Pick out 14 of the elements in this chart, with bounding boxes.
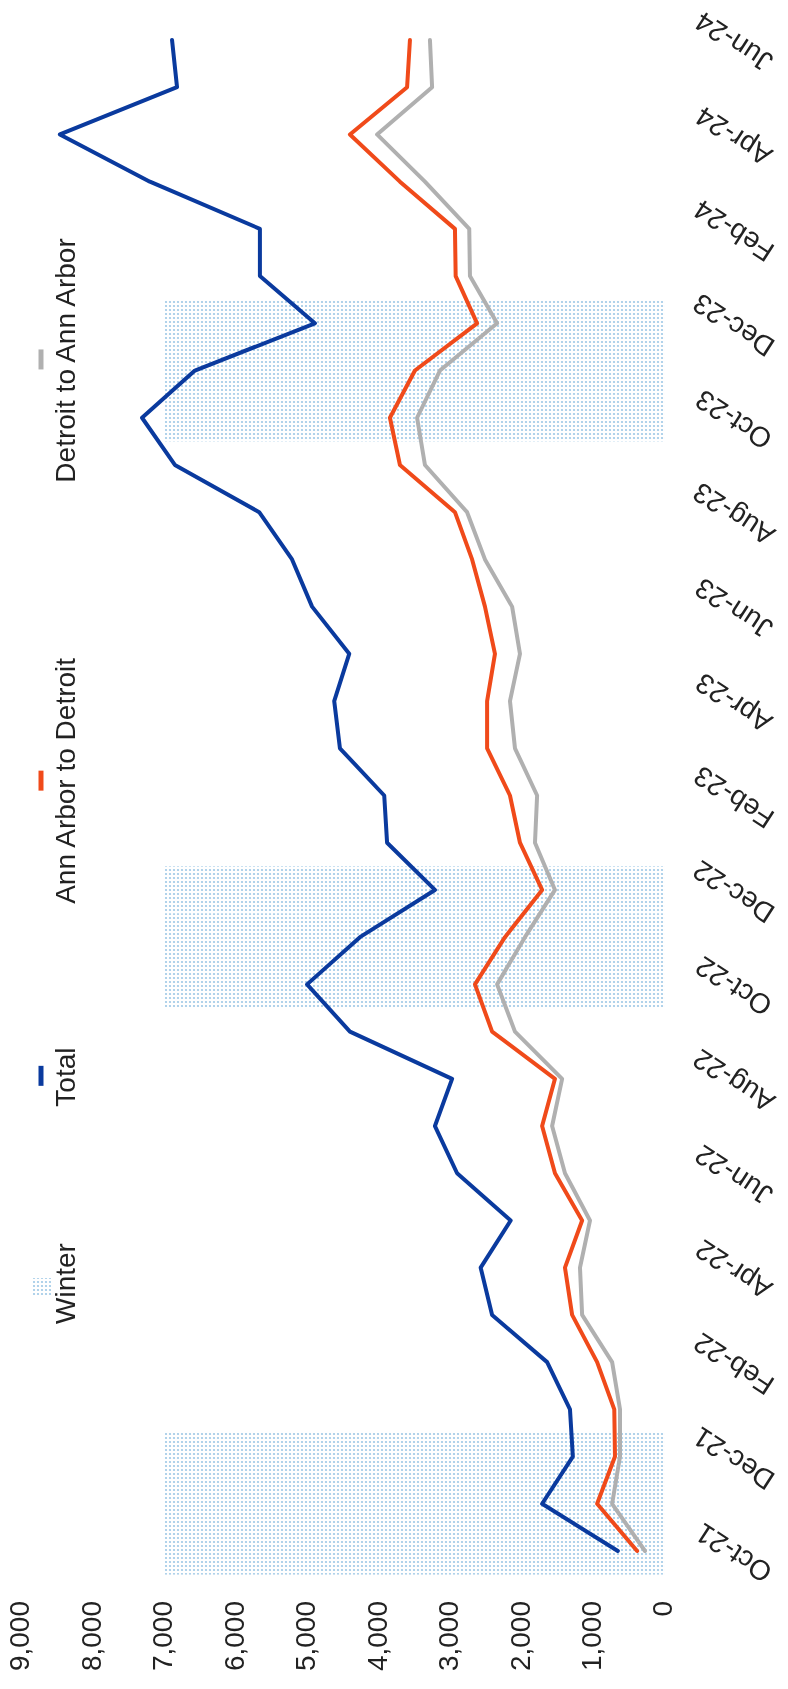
x-tick-label: 3,000 <box>433 1601 465 1672</box>
x-tick-label: 4,000 <box>361 1601 393 1672</box>
x-tick-label: 7,000 <box>147 1601 179 1672</box>
x-tick-label: 1,000 <box>575 1601 607 1672</box>
x-tick-label: 8,000 <box>75 1601 107 1672</box>
x-tick-label: 6,000 <box>218 1601 250 1672</box>
x-tick-label: 0 <box>647 1601 679 1617</box>
legend-label: Detroit to Ann Arbor <box>50 238 81 483</box>
x-tick-label: 5,000 <box>290 1601 322 1672</box>
legend-label: Winter <box>50 1243 81 1324</box>
legend-label: Total <box>50 1047 81 1107</box>
x-tick-label: 9,000 <box>4 1601 36 1672</box>
legend-label: Ann Arbor to Detroit <box>50 657 81 904</box>
x-tick-label: 2,000 <box>504 1601 536 1672</box>
